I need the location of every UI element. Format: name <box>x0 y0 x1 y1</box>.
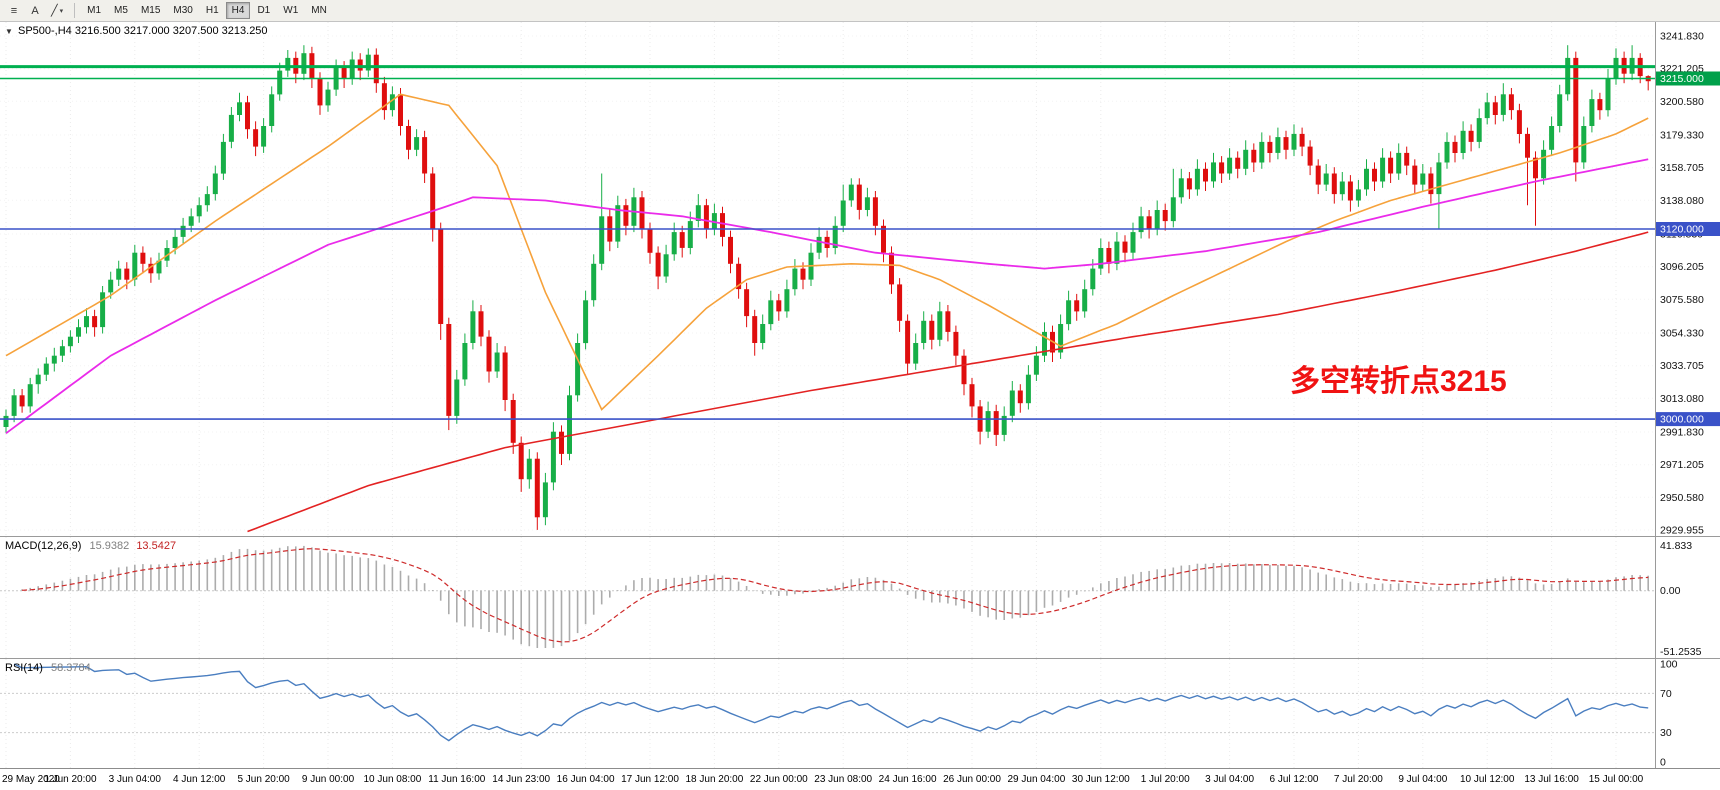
macd-main-value: 15.9382 <box>89 540 130 552</box>
svg-text:3096.205: 3096.205 <box>1660 261 1704 273</box>
main-chart-pane[interactable]: 3241.830 3221.205 3200.580 3179.330 3158.705… <box>0 22 1720 537</box>
macd-signal-value: 13.5427 <box>136 540 177 552</box>
svg-text:3215.000: 3215.000 <box>1660 73 1704 85</box>
rsi-canvas[interactable]: 100 70 30 0 <box>0 658 1720 769</box>
macd-name-text: MACD(12,26,9) <box>5 540 82 552</box>
svg-text:0: 0 <box>1660 757 1666 769</box>
symbol-ohlc-label: ▼ SP500-,H4 3216.500 3217.000 3207.500 3… <box>5 25 268 37</box>
charts-list-icon: ≡ <box>10 4 18 17</box>
svg-text:100: 100 <box>1660 659 1678 671</box>
macd-label: MACD(12,26,9) 15.9382 13.5427 <box>5 540 176 552</box>
svg-text:3138.080: 3138.080 <box>1660 195 1704 207</box>
svg-text:3120.000: 3120.000 <box>1660 224 1704 236</box>
timeframe-m5-button[interactable]: M5 <box>108 2 134 19</box>
timeframe-m1-button[interactable]: M1 <box>81 2 107 19</box>
macd-indicator-pane[interactable]: 41.833 0.00 -51.2535 MACD(12,26,9) 15.9382… <box>0 536 1720 658</box>
rsi-name-text: RSI(14) <box>5 662 43 674</box>
svg-text:3179.330: 3179.330 <box>1660 130 1704 142</box>
draw-tool-icon: ╱ <box>51 5 58 17</box>
ohlc-values-text: 3216.500 3217.000 3207.500 3213.250 <box>74 25 268 37</box>
main-chart-canvas[interactable]: 3241.830 3221.205 3200.580 3179.330 3158.705… <box>0 22 1720 537</box>
text-label-button[interactable]: A <box>25 2 45 20</box>
timeframe-m15-button[interactable]: M15 <box>135 2 166 19</box>
timeframe-h4-button[interactable]: H4 <box>225 2 251 19</box>
chevron-down-icon: ▾ <box>59 7 64 15</box>
timeframe-mn-button[interactable]: MN <box>305 2 333 19</box>
macd-canvas[interactable]: 41.833 0.00 -51.2535 <box>0 536 1720 658</box>
timeframe-d1-button[interactable]: D1 <box>251 2 276 19</box>
rsi-value: 58.3784 <box>50 662 91 674</box>
chart-menu-icon[interactable]: ▼ <box>5 27 13 36</box>
rsi-indicator-pane[interactable]: 100 70 30 0 RSI(14) 58.3784 <box>0 658 1720 769</box>
charts-list-button[interactable]: ≡ <box>4 2 24 20</box>
timeframe-m30-button[interactable]: M30 <box>167 2 198 19</box>
svg-text:2950.580: 2950.580 <box>1660 492 1704 504</box>
svg-text:30: 30 <box>1660 727 1672 739</box>
svg-text:41.833: 41.833 <box>1660 540 1692 552</box>
svg-text:3054.330: 3054.330 <box>1660 328 1704 340</box>
svg-text:3158.705: 3158.705 <box>1660 162 1704 174</box>
svg-text:3000.000: 3000.000 <box>1660 414 1704 426</box>
svg-text:3200.580: 3200.580 <box>1660 96 1704 108</box>
svg-text:3241.830: 3241.830 <box>1660 31 1704 43</box>
timeframe-h1-button[interactable]: H1 <box>200 2 225 19</box>
svg-text:3221.205: 3221.205 <box>1660 63 1704 75</box>
svg-text:2929.955: 2929.955 <box>1660 525 1704 537</box>
svg-text:2971.205: 2971.205 <box>1660 459 1704 471</box>
svg-text:2991.830: 2991.830 <box>1660 427 1704 439</box>
time-axis[interactable]: 29 May 2020 1 Jun 20:00 3 Jun 04:00 4 Jun 1… <box>0 768 1720 790</box>
toolbar-separator <box>74 3 76 18</box>
svg-text:3013.080: 3013.080 <box>1660 393 1704 405</box>
text-tool-icon: A <box>31 4 39 17</box>
draw-tools-button[interactable]: ╱ ▾ <box>46 2 68 20</box>
svg-text:3033.705: 3033.705 <box>1660 360 1704 372</box>
svg-text:3075.580: 3075.580 <box>1660 294 1704 306</box>
chart-annotation-text[interactable]: 多空转折点3215 <box>1290 365 1507 398</box>
top-toolbar: ≡ A ╱ ▾ M1 M5 M15 M30 H1 H4 D1 W1 MN <box>0 0 1720 22</box>
symbol-timeframe-text: SP500-,H4 <box>17 25 72 37</box>
svg-text:-51.2535: -51.2535 <box>1660 646 1702 658</box>
rsi-label: RSI(14) 58.3784 <box>5 662 91 674</box>
timeframe-w1-button[interactable]: W1 <box>277 2 304 19</box>
svg-text:70: 70 <box>1660 688 1672 700</box>
svg-text:0.00: 0.00 <box>1660 585 1681 597</box>
